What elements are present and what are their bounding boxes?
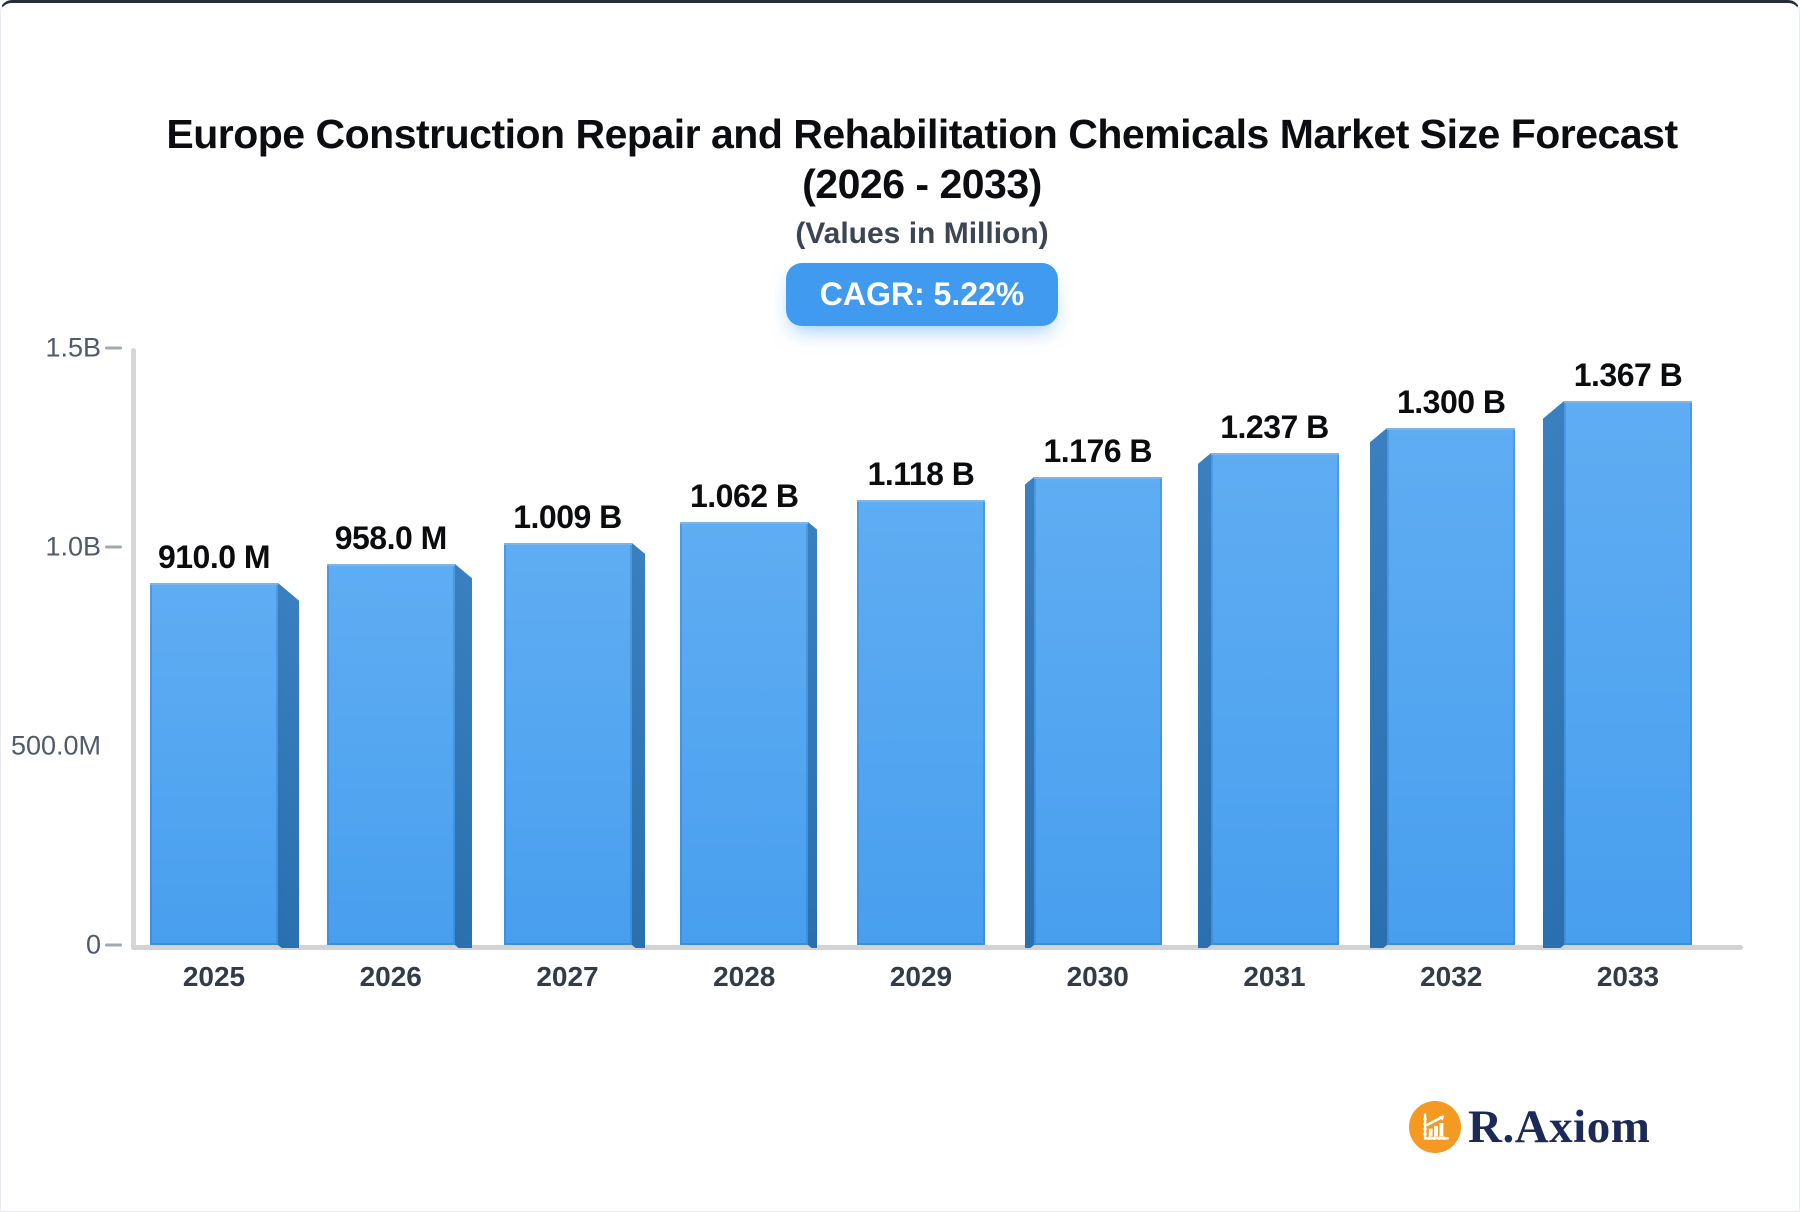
x-tick-label: 2029	[889, 961, 953, 992]
bar-side-face	[1370, 427, 1388, 948]
y-tick-label: 0	[85, 929, 101, 960]
plot-area: 910.0 M 958.0 M 1.009 B 1.062 B 1.118 B 1.176…	[1, 3, 1799, 948]
bar-2027[interactable]	[503, 543, 632, 945]
growth-chart-icon	[1409, 1101, 1461, 1153]
bar-side-face	[278, 582, 299, 948]
x-tick-label: 2031	[1243, 961, 1306, 992]
y-axis-line	[131, 348, 136, 950]
bar-value-label: 1.062 B	[689, 478, 799, 515]
y-tick-label: 500.0M	[10, 730, 101, 761]
chart-subtitle: (Values in Million)	[795, 217, 1049, 250]
y-tick-label: 1.5B	[45, 332, 101, 363]
bar-2033[interactable]	[1564, 400, 1692, 945]
bar-side-face	[454, 563, 472, 948]
x-tick-label: 2032	[1420, 961, 1483, 992]
bar-side-face	[1543, 400, 1564, 948]
bar-value-label: 1.367 B	[1573, 356, 1683, 393]
y-tick-dash	[105, 346, 122, 350]
bar-2029[interactable]	[857, 500, 985, 945]
bar-value-label: 958.0 M	[334, 519, 448, 556]
bar-side-face	[1024, 476, 1034, 948]
bar-side-face	[631, 543, 645, 948]
bar-2026[interactable]	[326, 563, 455, 945]
x-tick-label: 2027	[536, 961, 599, 992]
bar-side-face	[808, 522, 818, 948]
y-tick-dash	[105, 943, 122, 947]
chart-title-line2: (2026 - 2033)	[802, 161, 1042, 207]
bar-2031[interactable]	[1210, 452, 1339, 945]
x-tick-label: 2026	[359, 961, 422, 992]
x-tick-label: 2030	[1066, 961, 1129, 992]
x-axis-line	[131, 945, 1743, 950]
bar-2032[interactable]	[1387, 427, 1516, 945]
y-tick-label: 1.0B	[45, 531, 101, 562]
bar-value-label: 1.009 B	[513, 499, 622, 536]
chart-header: Europe Construction Repair and Rehabilit…	[1, 109, 1799, 326]
y-tick-dash	[105, 545, 122, 549]
chart-title-line1: Europe Construction Repair and Rehabilit…	[166, 111, 1678, 157]
cagr-badge: CAGR: 5.22%	[785, 263, 1059, 326]
x-tick-label: 2033	[1596, 961, 1660, 992]
bar-value-label: 1.237 B	[1220, 408, 1329, 445]
bar-side-face	[1197, 452, 1211, 948]
bar-2025[interactable]	[150, 582, 278, 945]
bar-value-label: 1.176 B	[1043, 432, 1153, 469]
brand-logo: R.Axiom	[1409, 1099, 1650, 1155]
bar-value-label: 1.118 B	[867, 456, 975, 493]
x-tick-label: 2025	[182, 961, 246, 992]
x-tick-label: 2028	[713, 961, 776, 992]
bar-2028[interactable]	[680, 522, 809, 945]
bar-value-label: 910.0 M	[157, 538, 271, 575]
bar-value-label: 1.300 B	[1396, 383, 1506, 420]
brand-name: R.Axiom	[1468, 1101, 1651, 1153]
bar-2030[interactable]	[1033, 476, 1162, 945]
